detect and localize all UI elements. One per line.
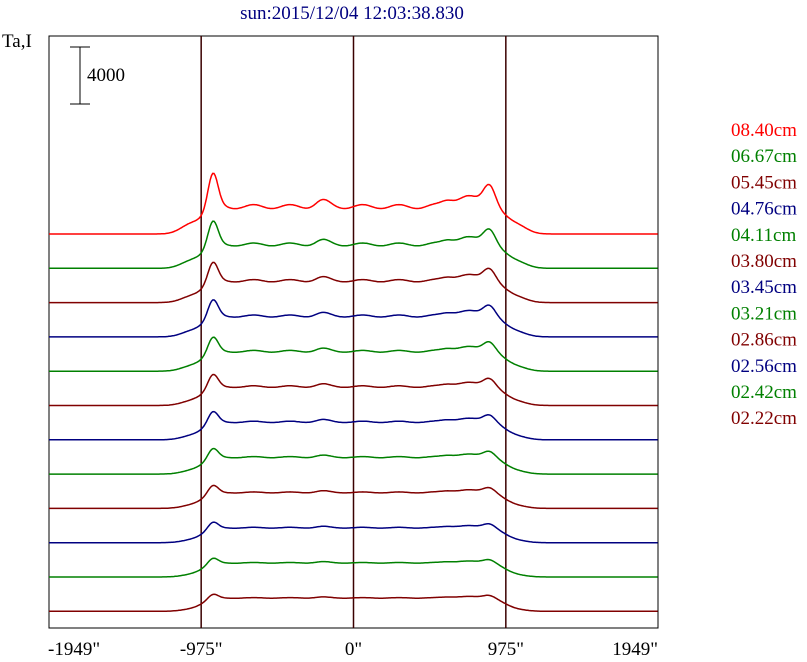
series-line	[49, 299, 658, 338]
scale-bar-label: 4000	[87, 65, 125, 86]
legend-item: 02.86cm	[731, 330, 797, 351]
scale-bar: 4000	[70, 46, 125, 105]
legend-item: 06.67cm	[731, 146, 797, 167]
series-line	[49, 593, 658, 613]
legend-item: 02.42cm	[731, 382, 797, 403]
x-tick-label: 0"	[345, 639, 362, 660]
series-line	[49, 521, 658, 544]
series-line	[49, 410, 658, 441]
legend-item: 03.21cm	[731, 303, 797, 324]
series-line	[49, 172, 658, 235]
x-tick-label: -1949"	[48, 639, 100, 660]
legend: 08.40cm 06.67cm 05.45cm 04.76cm 04.11cm 03.80…	[731, 120, 797, 429]
spectral-curves	[49, 172, 658, 613]
series-line	[49, 373, 658, 407]
series-line	[49, 484, 658, 510]
legend-item: 04.11cm	[731, 225, 796, 246]
legend-item: 05.45cm	[731, 172, 797, 193]
legend-item: 02.22cm	[731, 408, 797, 429]
y-axis-label: Ta,I	[2, 31, 32, 52]
legend-item: 03.80cm	[731, 251, 797, 272]
series-line	[49, 336, 658, 372]
series-line	[49, 220, 658, 270]
legend-item: 04.76cm	[731, 199, 797, 220]
series-line	[49, 557, 658, 578]
legend-item: 08.40cm	[731, 120, 797, 141]
legend-item: 02.56cm	[731, 356, 797, 377]
x-tick-label: 975"	[488, 639, 524, 660]
vertical-reference-lines	[200, 36, 507, 628]
series-line	[49, 447, 658, 475]
x-tick-label: -975"	[180, 639, 223, 660]
x-tick-label: 1949"	[612, 639, 658, 660]
legend-item: 03.45cm	[731, 277, 797, 298]
series-line	[49, 261, 658, 304]
chart-title: sun:2015/12/04 12:03:38.830	[240, 3, 464, 24]
x-axis-tick-labels: -1949" -975" 0" 975" 1949"	[48, 639, 658, 660]
